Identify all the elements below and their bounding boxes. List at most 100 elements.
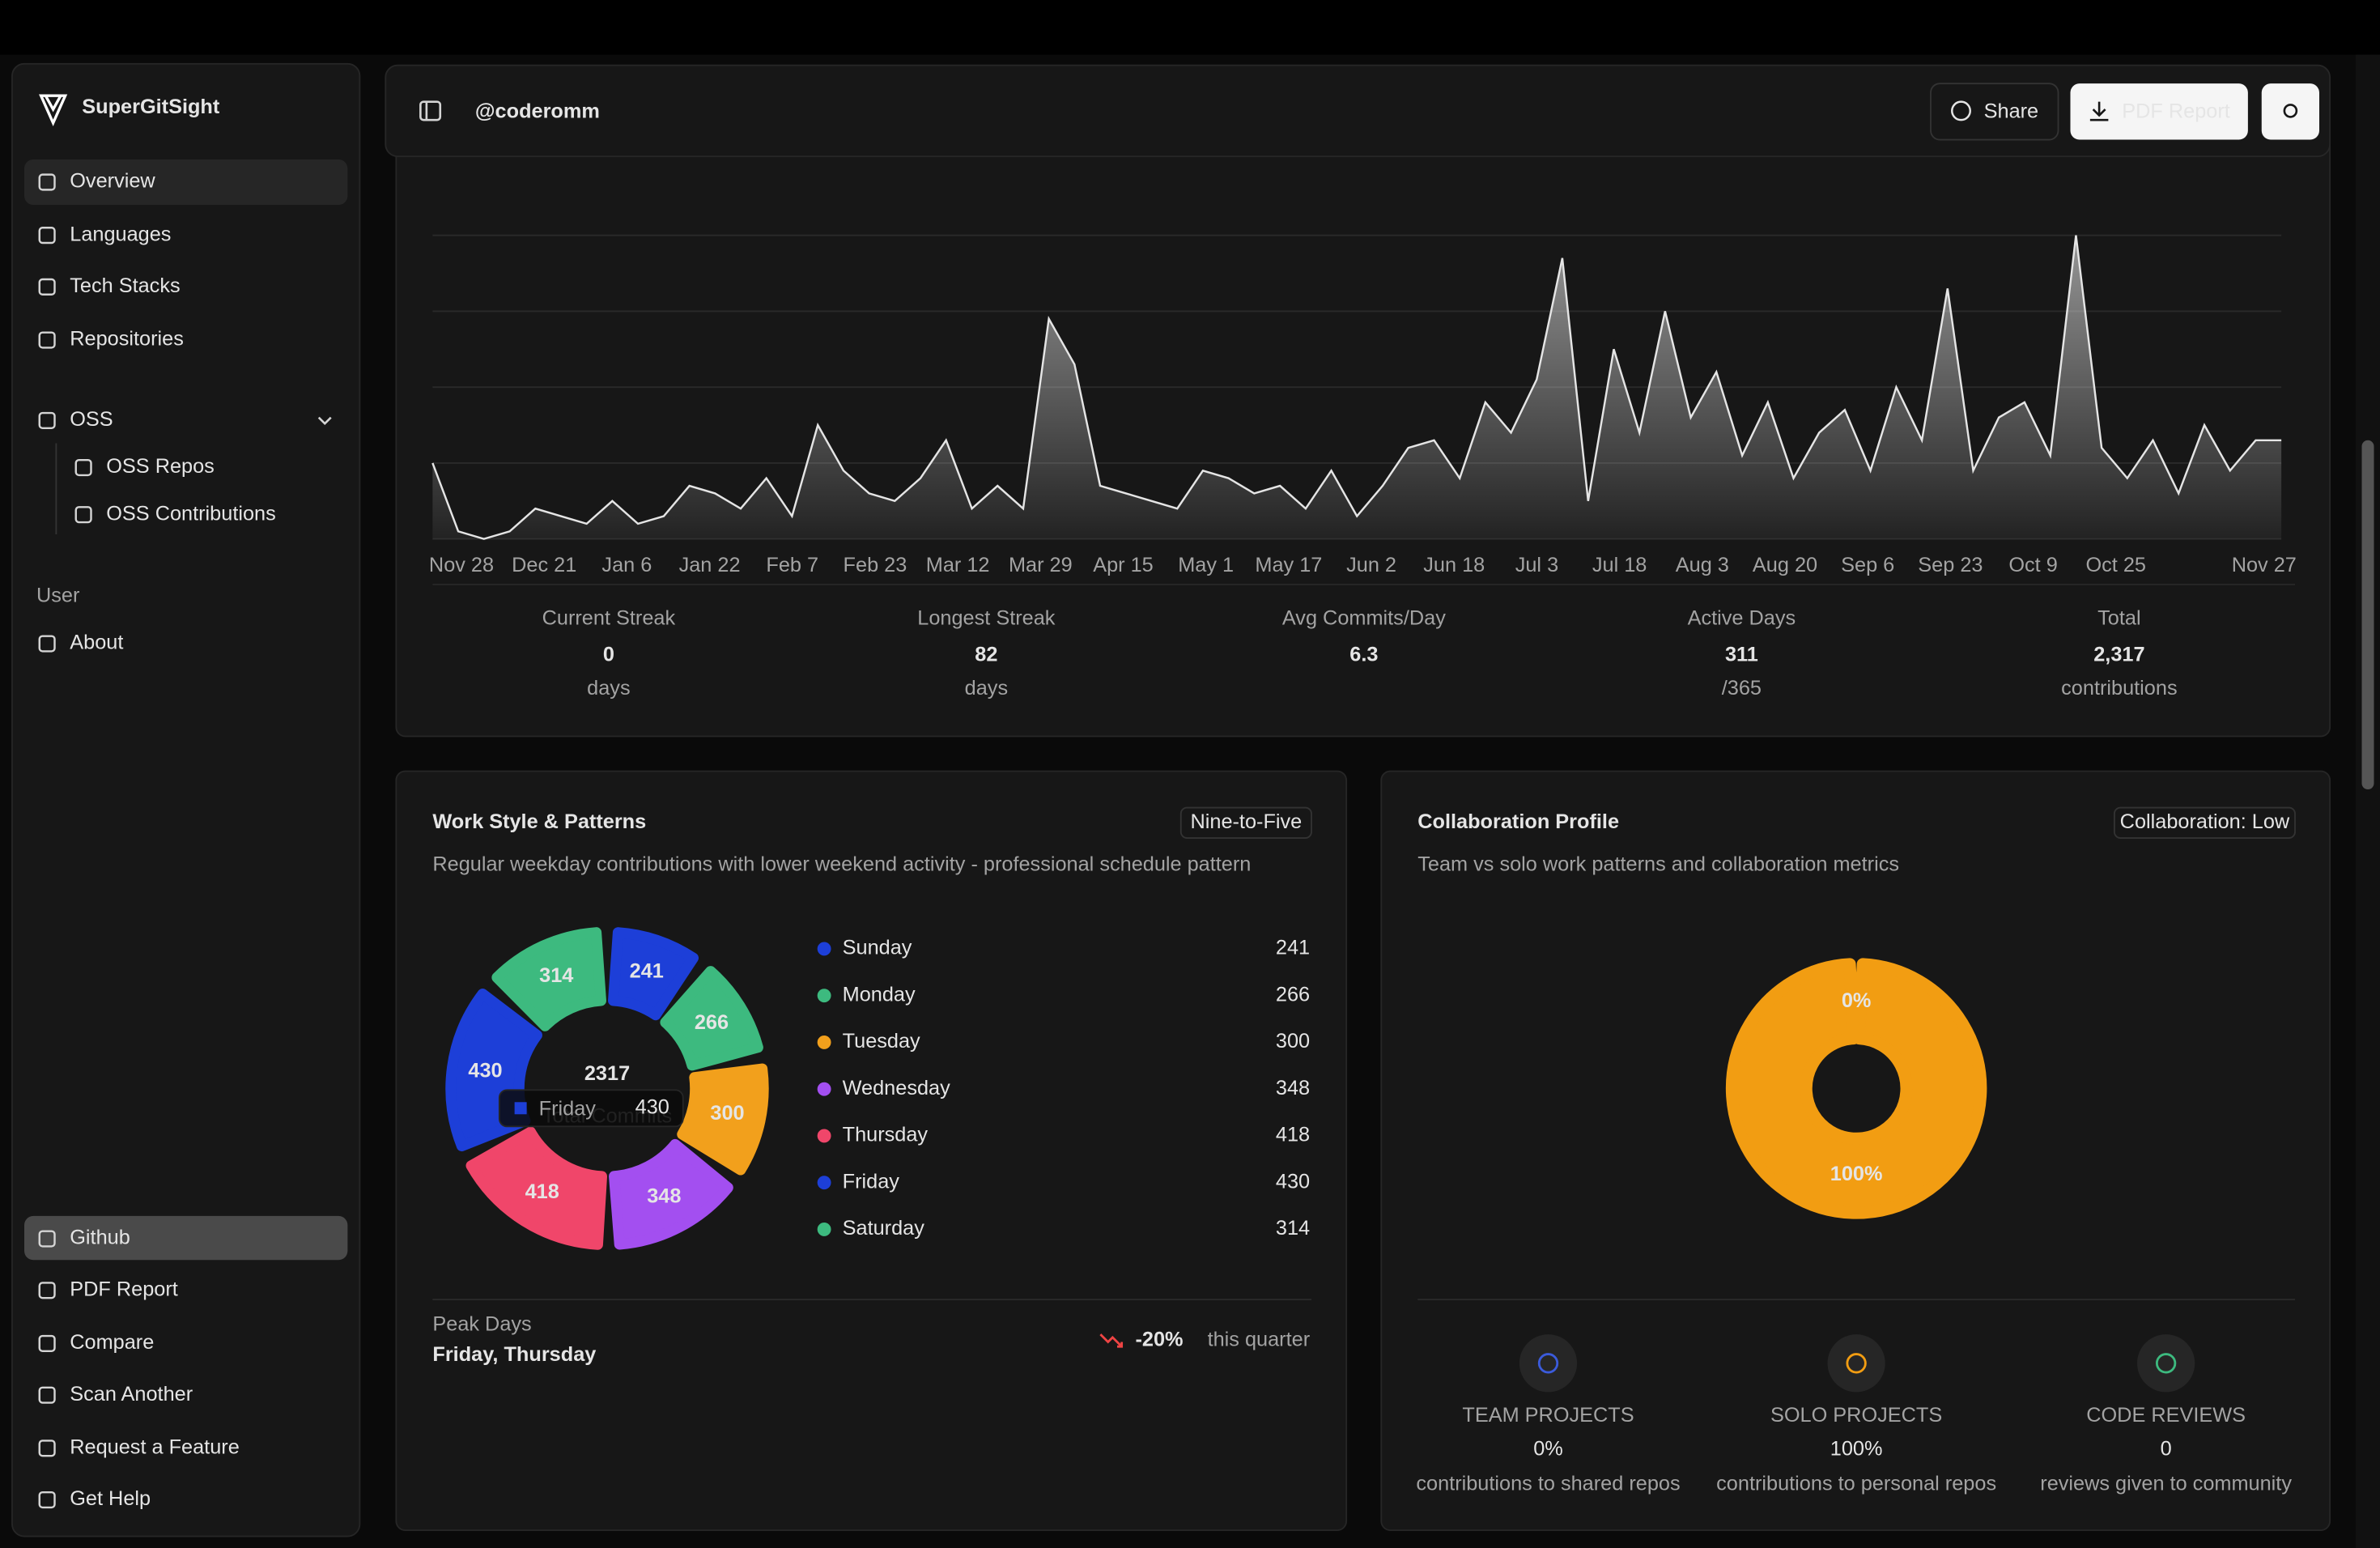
- x-tick-label: Jan 22: [679, 554, 741, 576]
- legend-dot: [817, 1082, 831, 1096]
- card-title: Work Style & Patterns: [432, 810, 646, 833]
- trend: -20%: [1136, 1328, 1184, 1350]
- x-tick-label: Mar 29: [1009, 554, 1073, 576]
- nav-item[interactable]: Scan Another: [70, 1383, 193, 1406]
- nav-sub-item[interactable]: OSS Repos: [106, 455, 215, 478]
- tooltip: [498, 1089, 684, 1128]
- segment-label: 418: [525, 1180, 559, 1203]
- legend-dot: [817, 1129, 831, 1143]
- donut-segment[interactable]: [660, 966, 763, 1071]
- card-description: Team vs solo work patterns and collabora…: [1417, 853, 1899, 875]
- x-tick-label: Oct 25: [2085, 554, 2146, 576]
- legend-value: 430: [1276, 1170, 1310, 1193]
- nav-item[interactable]: Get Help: [70, 1487, 151, 1510]
- x-tick-label: Apr 15: [1093, 554, 1154, 576]
- legend-label: Saturday: [843, 1217, 925, 1240]
- metric-value: 100%: [1830, 1437, 1883, 1460]
- legend-dot: [817, 989, 831, 1003]
- nav-item[interactable]: PDF Report: [70, 1278, 178, 1300]
- trend-suffix: this quarter: [1208, 1328, 1311, 1350]
- nav-sub-item[interactable]: OSS Contributions: [106, 502, 276, 525]
- nav-icon: [38, 1440, 56, 1457]
- share-button[interactable]: [1930, 83, 2059, 141]
- area-fill: [432, 235, 2282, 539]
- stat-unit: days: [587, 677, 630, 700]
- theme-button[interactable]: [2261, 83, 2319, 140]
- nav-section: User: [36, 585, 79, 607]
- x-tick-label: May 17: [1255, 554, 1322, 576]
- nav-item[interactable]: Overview: [70, 170, 155, 193]
- stat-label: Longest Streak: [917, 607, 1056, 630]
- donut-segment[interactable]: [608, 927, 699, 1021]
- legend-value: 300: [1276, 1030, 1310, 1053]
- pdf-button[interactable]: [2070, 83, 2248, 140]
- x-tick-label: Oct 9: [2008, 554, 2057, 576]
- donut-segment[interactable]: [465, 1126, 607, 1250]
- pdf-label: PDF Report: [2122, 100, 2230, 122]
- donut-segment[interactable]: [491, 927, 606, 1031]
- nav-icon: [38, 1282, 56, 1299]
- header: [385, 64, 2331, 158]
- share-icon: [1951, 100, 1971, 121]
- nav-item[interactable]: About: [70, 632, 123, 654]
- legend-dot: [817, 1176, 831, 1190]
- nav-icon: [38, 278, 56, 296]
- legend-value: 348: [1276, 1077, 1310, 1099]
- donut-segment[interactable]: [677, 1063, 769, 1176]
- peak-days: Friday, Thursday: [432, 1343, 596, 1366]
- trend-icon: [1099, 1333, 1124, 1348]
- nav-icon: [38, 411, 56, 429]
- sidebar-toggle[interactable]: [419, 100, 442, 121]
- nav-icon: [38, 1230, 56, 1248]
- nav-icon: [38, 1334, 56, 1352]
- metric-icon: [1537, 1353, 1559, 1374]
- nav-group[interactable]: OSS: [70, 408, 113, 431]
- nav-item[interactable]: Github: [70, 1227, 130, 1249]
- metric-icon: [2155, 1353, 2177, 1374]
- legend-dot: [817, 1222, 831, 1236]
- stat-label: Total: [2097, 607, 2140, 630]
- stat-unit: contributions: [2061, 677, 2177, 700]
- scrollbar-thumb[interactable]: [2361, 440, 2374, 790]
- metric-label: CODE REVIEWS: [2086, 1404, 2246, 1427]
- legend-dot: [817, 942, 831, 956]
- donut-segment[interactable]: [609, 1138, 733, 1250]
- pie-segment[interactable]: [1725, 958, 1987, 1219]
- nav-item[interactable]: Tech Stacks: [70, 274, 180, 297]
- legend-label: Wednesday: [843, 1077, 950, 1099]
- x-tick-label: Jan 6: [601, 554, 652, 576]
- badge-label: Collaboration: Low: [2120, 810, 2290, 833]
- badge: [1179, 806, 1312, 839]
- legend-value: 314: [1276, 1217, 1310, 1240]
- x-tick-label: Nov 27: [2232, 554, 2297, 576]
- badge-label: Nine-to-Five: [1190, 810, 1302, 833]
- metric-label: TEAM PROJECTS: [1462, 1404, 1634, 1427]
- scrollbar: [2356, 54, 2380, 1548]
- tooltip-swatch: [514, 1102, 527, 1115]
- x-tick-label: Feb 7: [766, 554, 818, 576]
- pie-label: 0%: [1842, 989, 1872, 1012]
- tooltip-value: 430: [635, 1095, 669, 1118]
- nav-item[interactable]: Compare: [70, 1331, 154, 1354]
- nav-icon: [38, 173, 56, 191]
- x-tick-label: Nov 28: [429, 554, 494, 576]
- x-tick-label: Aug 20: [1753, 554, 1817, 576]
- metric-label: SOLO PROJECTS: [1770, 1404, 1942, 1427]
- segment-label: 430: [468, 1059, 502, 1082]
- legend-dot: [817, 1035, 831, 1049]
- stat-value: 311: [1725, 644, 1758, 666]
- x-tick-label: May 1: [1178, 554, 1234, 576]
- stat-value: 82: [975, 644, 997, 666]
- nav-item[interactable]: Request a Feature: [70, 1435, 240, 1458]
- center-total: 2317: [584, 1062, 630, 1085]
- nav-icon: [38, 635, 56, 653]
- metric-note: contributions to shared repos: [1416, 1472, 1680, 1495]
- x-tick-label: Jun 2: [1346, 554, 1396, 576]
- legend-label: Friday: [843, 1170, 900, 1193]
- metric-icon-bg: [1519, 1334, 1578, 1393]
- nav-item[interactable]: Repositories: [70, 328, 184, 351]
- metric-icon-bg: [1827, 1334, 1885, 1393]
- x-tick-label: Jul 18: [1592, 554, 1647, 576]
- nav-item[interactable]: Languages: [70, 223, 171, 245]
